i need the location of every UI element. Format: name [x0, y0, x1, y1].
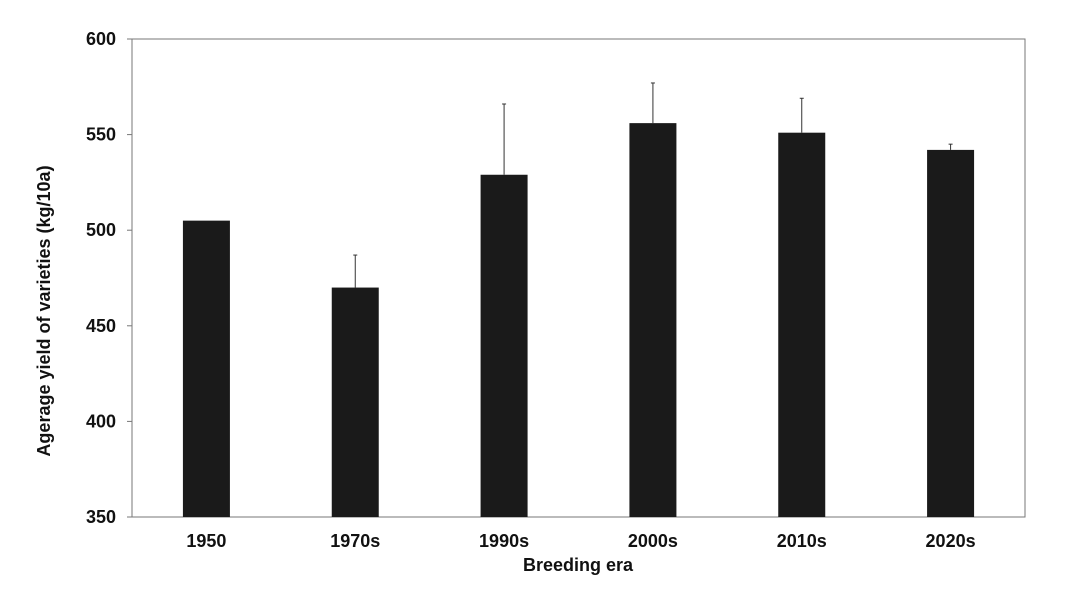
y-tick-label: 350 [86, 507, 116, 527]
x-tick-label: 2010s [777, 531, 827, 551]
x-axis-ticks: 1950 1970s 1990s 2000s 2010s 2020s [186, 531, 975, 551]
x-tick-label: 1950 [186, 531, 226, 551]
y-tick-label: 400 [86, 411, 116, 431]
y-axis-title: Agerage yield of varieties (kg/10a) [34, 165, 54, 456]
bar-2020s [927, 149, 975, 517]
bar-1970s [331, 287, 379, 517]
bar-1950 [182, 220, 230, 517]
error-bars-layer [353, 82, 953, 288]
y-tick-label: 450 [86, 316, 116, 336]
x-axis-title: Breeding era [523, 555, 634, 575]
x-tick-label: 2000s [628, 531, 678, 551]
x-tick-label: 1990s [479, 531, 529, 551]
y-tick-label: 600 [86, 29, 116, 49]
x-tick-label: 1970s [330, 531, 380, 551]
bar-1990s [480, 174, 528, 517]
bar-2000s [629, 123, 677, 518]
y-tick-label: 550 [86, 125, 116, 145]
y-axis-ticks: 350 400 450 500 550 600 [86, 29, 132, 527]
x-tick-label: 2020s [926, 531, 976, 551]
bar-2010s [778, 132, 826, 518]
bars-layer [182, 123, 975, 518]
y-tick-label: 500 [86, 220, 116, 240]
plot-frame [131, 38, 1026, 518]
